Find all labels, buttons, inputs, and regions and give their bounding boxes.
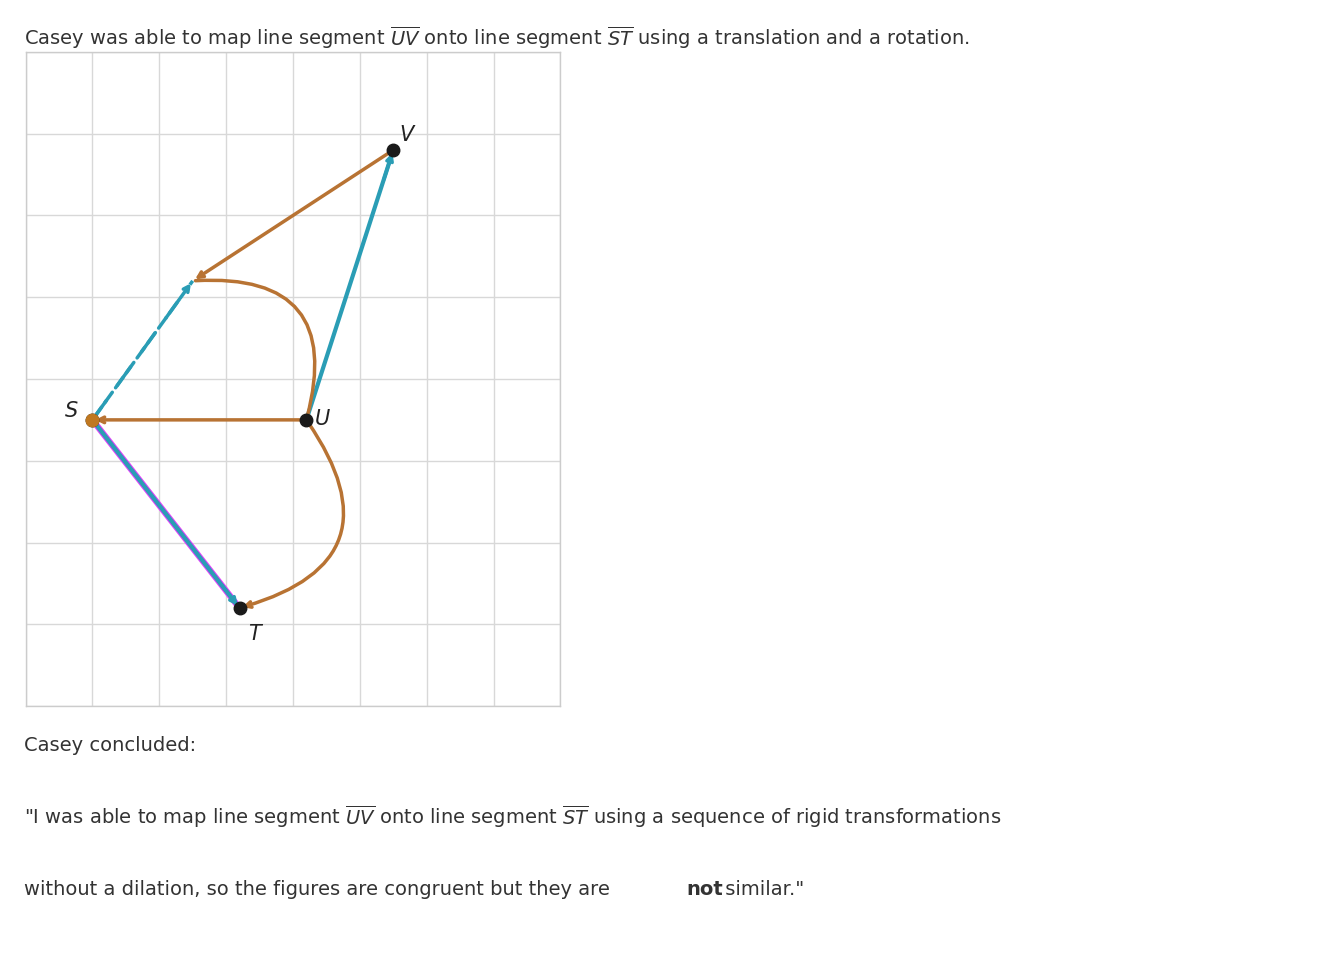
Text: similar.": similar." [719,879,804,899]
Text: $\mathit{T}$: $\mathit{T}$ [247,624,263,643]
Text: without a dilation, so the figures are congruent but they are: without a dilation, so the figures are c… [24,879,617,899]
Text: Casey concluded:: Casey concluded: [24,735,196,754]
Text: not: not [687,879,723,899]
Text: "I was able to map line segment $\overline{UV}$ onto line segment $\overline{ST}: "I was able to map line segment $\overli… [24,802,1001,829]
Text: $\mathit{V}$: $\mathit{V}$ [399,125,417,145]
Text: $\mathit{U}$: $\mathit{U}$ [314,408,331,429]
Text: $\mathit{S}$: $\mathit{S}$ [65,401,79,420]
Text: Casey was able to map line segment $\overline{UV}$ onto line segment $\overline{: Casey was able to map line segment $\ove… [24,24,970,51]
